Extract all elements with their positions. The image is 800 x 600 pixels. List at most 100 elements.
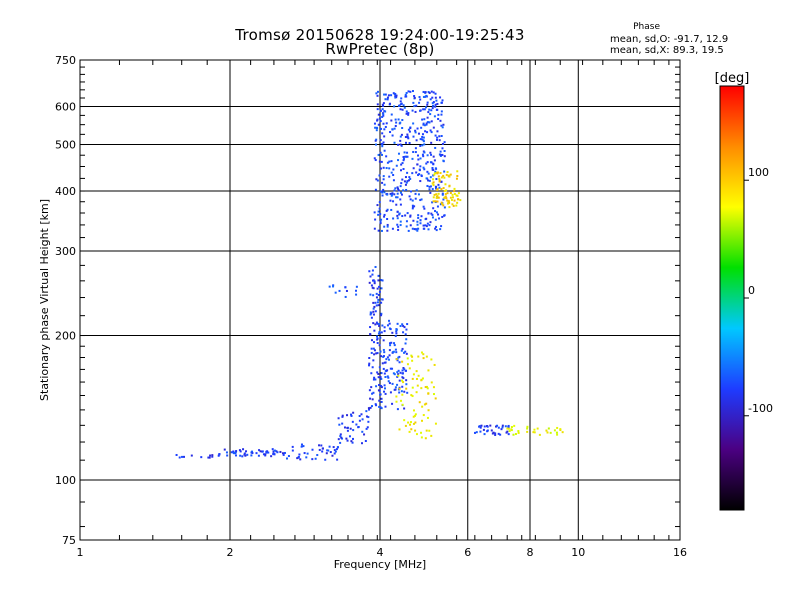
o-trace-point [369, 275, 372, 278]
o-trace-point [405, 338, 408, 341]
o-trace-point [393, 189, 396, 192]
o-trace-point [397, 152, 400, 155]
o-trace-point [370, 347, 373, 350]
o-trace-point [418, 101, 421, 104]
x-trace-point [412, 422, 415, 425]
o-trace-point [335, 448, 338, 451]
o-trace-point [411, 157, 414, 160]
o-trace-point [329, 451, 332, 454]
o-trace-point [378, 323, 381, 326]
o-trace-point [415, 189, 418, 192]
o-trace-point [375, 352, 378, 355]
o-trace-point [375, 129, 378, 132]
o-trace-point [321, 447, 324, 450]
o-trace-point [425, 225, 428, 228]
o-trace-point [429, 221, 432, 224]
o-trace-point [430, 109, 433, 112]
o-trace-point [413, 96, 416, 99]
o-trace-point [341, 422, 344, 425]
x-trace-point [538, 433, 541, 436]
o-trace-point [397, 228, 400, 231]
o-trace-point [340, 436, 343, 439]
o-trace-point [478, 425, 481, 428]
o-trace-point [271, 448, 274, 451]
x-trace-point [397, 374, 400, 377]
o-trace-point [400, 163, 403, 166]
o-trace-point [409, 198, 412, 201]
o-trace-point [314, 457, 317, 460]
o-trace-point [299, 458, 302, 461]
o-trace-point [411, 109, 414, 112]
x-trace-point [406, 363, 409, 366]
phase-stats-o: mean, sd,O: -91.7, 12.9 [610, 34, 729, 45]
o-trace-point [377, 229, 380, 232]
o-trace-point [328, 445, 331, 448]
o-trace-point [386, 356, 389, 359]
o-trace-point [443, 141, 446, 144]
o-trace-point [482, 428, 485, 431]
o-trace-point [381, 108, 384, 111]
o-trace-point [377, 213, 380, 216]
o-trace-point [396, 322, 399, 325]
o-trace-point [420, 198, 423, 201]
o-trace-point [417, 214, 420, 217]
o-trace-point [375, 296, 378, 299]
o-trace-point [505, 431, 508, 434]
o-trace-point [432, 207, 435, 210]
x-trace-point [437, 196, 440, 199]
o-trace-point [261, 450, 264, 453]
o-trace-point [377, 332, 380, 335]
o-trace-point [390, 113, 393, 116]
o-trace-point [370, 386, 373, 389]
x-trace-point [421, 405, 424, 408]
o-trace-point [397, 143, 400, 146]
o-trace-point [399, 100, 402, 103]
o-trace-point [403, 351, 406, 354]
o-trace-point [369, 326, 372, 329]
o-trace-point [396, 214, 399, 217]
o-trace-point [399, 108, 402, 111]
o-trace-point [373, 376, 376, 379]
o-trace-point [401, 178, 404, 181]
o-trace-point [281, 452, 284, 455]
o-trace-point [382, 348, 385, 351]
o-trace-point [429, 191, 432, 194]
o-trace-point [411, 199, 414, 202]
x-trace-point [444, 183, 447, 186]
x-trace-point [439, 172, 442, 175]
x-trace-point [428, 429, 431, 432]
o-trace-point [243, 453, 246, 456]
o-trace-point [380, 400, 383, 403]
o-trace-point [394, 96, 397, 99]
o-trace-point [379, 120, 382, 123]
x-trace-point [506, 427, 509, 430]
o-trace-point [402, 324, 405, 327]
o-trace-point [388, 358, 391, 361]
o-trace-point [431, 168, 434, 171]
o-trace-point [305, 456, 308, 459]
x-trace-point [443, 190, 446, 193]
x-trace-point [418, 401, 421, 404]
o-trace-point [246, 453, 249, 456]
o-trace-point [384, 93, 387, 96]
o-trace-point [373, 211, 376, 214]
o-trace-point [291, 449, 294, 452]
o-trace-point [402, 331, 405, 334]
o-trace-point [385, 209, 388, 212]
o-trace-point [279, 450, 282, 453]
x-trace-point [436, 188, 439, 191]
o-trace-point [431, 166, 434, 169]
o-trace-point [381, 153, 384, 156]
o-trace-point [262, 453, 265, 456]
o-trace-point [386, 229, 389, 232]
o-trace-point [424, 130, 427, 133]
o-trace-point [375, 321, 378, 324]
o-trace-point [381, 132, 384, 135]
x-trace-point [455, 204, 458, 207]
o-trace-point [491, 432, 494, 435]
o-trace-point [386, 223, 389, 226]
x-trace-point [553, 429, 556, 432]
o-trace-point [378, 285, 381, 288]
o-trace-point [440, 110, 443, 113]
o-trace-point [380, 384, 383, 387]
